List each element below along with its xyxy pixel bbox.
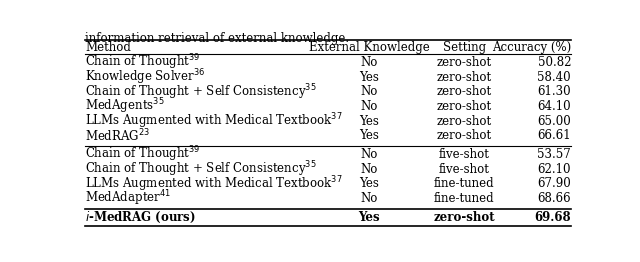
Text: Chain of Thought + Self Consistency$^{35}$: Chain of Thought + Self Consistency$^{35… [85,159,317,179]
Text: 62.10: 62.10 [538,162,571,176]
Text: zero-shot: zero-shot [437,100,492,113]
Text: 68.66: 68.66 [538,192,571,205]
Text: five-shot: five-shot [439,162,490,176]
Text: No: No [360,148,378,161]
Text: External Knowledge: External Knowledge [308,41,429,54]
Text: zero-shot: zero-shot [437,85,492,98]
Text: Setting: Setting [443,41,486,54]
Text: LLMs Augmented with Medical Textbook$^{37}$: LLMs Augmented with Medical Textbook$^{3… [85,174,342,194]
Text: Yes: Yes [359,70,379,84]
Text: Accuracy (%): Accuracy (%) [492,41,571,54]
Text: five-shot: five-shot [439,148,490,161]
Text: No: No [360,85,378,98]
Text: zero-shot: zero-shot [437,129,492,143]
Text: MedRAG$^{23}$: MedRAG$^{23}$ [85,128,150,144]
Text: MedAdapter$^{41}$: MedAdapter$^{41}$ [85,189,171,208]
Text: 69.68: 69.68 [534,211,571,224]
Text: $\mathit{i}$-MedRAG (ours): $\mathit{i}$-MedRAG (ours) [85,210,196,225]
Text: 61.30: 61.30 [538,85,571,98]
Text: 58.40: 58.40 [538,70,571,84]
Text: 50.82: 50.82 [538,56,571,69]
Text: Yes: Yes [359,115,379,128]
Text: LLMs Augmented with Medical Textbook$^{37}$: LLMs Augmented with Medical Textbook$^{3… [85,111,342,131]
Text: zero-shot: zero-shot [437,56,492,69]
Text: zero-shot: zero-shot [433,211,495,224]
Text: Yes: Yes [359,177,379,190]
Text: information retrieval of external knowledge.: information retrieval of external knowle… [85,32,349,45]
Text: Chain of Thought + Self Consistency$^{35}$: Chain of Thought + Self Consistency$^{35… [85,82,317,102]
Text: 53.57: 53.57 [538,148,571,161]
Text: zero-shot: zero-shot [437,70,492,84]
Text: zero-shot: zero-shot [437,115,492,128]
Text: No: No [360,162,378,176]
Text: No: No [360,56,378,69]
Text: Yes: Yes [358,211,380,224]
Text: fine-tuned: fine-tuned [434,192,495,205]
Text: fine-tuned: fine-tuned [434,177,495,190]
Text: 64.10: 64.10 [538,100,571,113]
Text: MedAgents$^{35}$: MedAgents$^{35}$ [85,97,164,116]
Text: Yes: Yes [359,129,379,143]
Text: No: No [360,192,378,205]
Text: 65.00: 65.00 [538,115,571,128]
Text: Chain of Thought$^{39}$: Chain of Thought$^{39}$ [85,145,200,164]
Text: 66.61: 66.61 [538,129,571,143]
Text: 67.90: 67.90 [538,177,571,190]
Text: Chain of Thought$^{39}$: Chain of Thought$^{39}$ [85,53,200,72]
Text: No: No [360,100,378,113]
Text: Method: Method [85,41,131,54]
Text: Knowledge Solver$^{36}$: Knowledge Solver$^{36}$ [85,67,205,87]
